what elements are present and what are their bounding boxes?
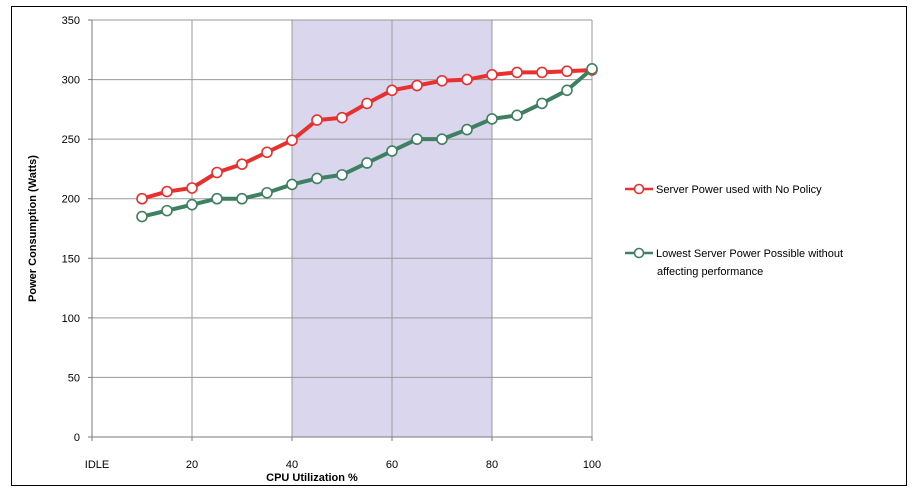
series-group <box>136 63 598 223</box>
legend-item-1: Server Power used with No Policy <box>625 183 822 196</box>
series-2 <box>136 63 598 223</box>
data-point <box>211 192 223 205</box>
data-point <box>136 210 148 223</box>
data-point <box>211 166 223 179</box>
data-point <box>436 74 448 87</box>
data-point <box>386 145 398 157</box>
data-point <box>186 198 198 211</box>
data-point <box>511 109 523 122</box>
y-tick-label: 250 <box>62 134 80 146</box>
legend-label: Lowest Server Power Possible without affe… <box>656 248 843 278</box>
data-point <box>486 113 498 125</box>
x-tick-labels: IDLE 20 40 60 80 100 <box>85 459 601 471</box>
x-tick-label: 60 <box>386 459 398 471</box>
data-point <box>236 158 248 170</box>
y-tick-label: 350 <box>62 15 80 27</box>
y-axis-title: Power Consumption (Watts) <box>27 155 39 302</box>
legend-item-2: Lowest Server Power Possible without affe… <box>625 247 843 278</box>
legend-swatch-marker <box>633 247 645 259</box>
data-point <box>386 84 398 97</box>
y-tick-label: 150 <box>62 253 80 265</box>
data-point <box>336 169 348 181</box>
data-point <box>286 134 298 147</box>
data-point <box>336 111 348 124</box>
data-point <box>561 65 573 78</box>
legend-label: Server Power used with No Policy <box>656 184 822 196</box>
data-point <box>311 114 323 126</box>
data-point <box>436 133 448 145</box>
data-point <box>486 69 498 81</box>
y-tick-label: 300 <box>62 75 80 87</box>
data-point <box>461 123 473 136</box>
data-point <box>311 172 323 185</box>
data-point <box>361 157 373 169</box>
chart-frame: 0 50 100 150 200 250 300 350 IDLE 20 40 60 80 100 CP… <box>11 6 907 486</box>
data-point <box>411 133 423 145</box>
data-point <box>536 66 548 79</box>
x-tick-label: 100 <box>583 459 601 471</box>
data-point <box>261 146 273 159</box>
gridlines <box>92 19 593 437</box>
data-point <box>361 97 373 110</box>
x-tick-label: 40 <box>286 459 298 471</box>
data-point <box>536 97 548 110</box>
line-chart: 0 50 100 150 200 250 300 350 IDLE 20 40 60 80 100 CP… <box>27 15 843 484</box>
y-tick-label: 50 <box>68 372 80 384</box>
data-point <box>561 84 573 97</box>
x-tick-label: 20 <box>186 459 198 471</box>
legend-swatch-marker <box>633 183 645 195</box>
data-point <box>511 66 523 79</box>
y-tick-labels: 0 50 100 150 200 250 300 350 <box>62 15 80 444</box>
data-point <box>411 79 423 92</box>
data-point <box>586 63 598 75</box>
y-tick-label: 0 <box>74 432 80 444</box>
x-tick-label: IDLE <box>85 459 109 471</box>
data-point <box>136 192 148 205</box>
x-tick-label: 80 <box>486 459 498 471</box>
y-tick-label: 200 <box>62 194 80 206</box>
series-1 <box>136 64 598 205</box>
data-point <box>261 186 273 199</box>
legend: Server Power used with No Policy Lowest S… <box>625 183 843 278</box>
y-tick-label: 100 <box>62 313 80 325</box>
data-point <box>161 204 173 217</box>
data-point <box>286 178 298 191</box>
data-point <box>161 185 173 198</box>
axes <box>88 19 593 441</box>
x-axis-title: CPU Utilization % <box>266 472 358 484</box>
data-point <box>186 182 198 194</box>
data-point <box>461 73 473 86</box>
data-point <box>236 192 248 205</box>
